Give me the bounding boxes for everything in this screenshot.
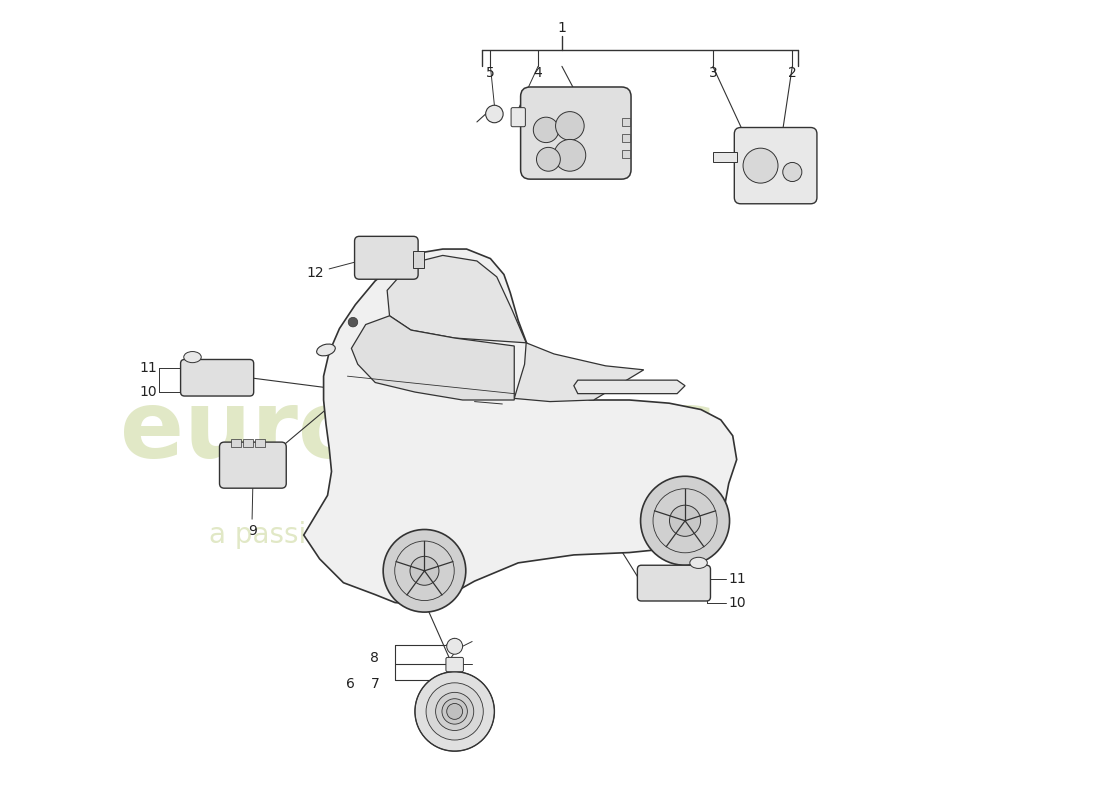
Text: 11: 11 [728,572,747,586]
Circle shape [383,530,465,612]
FancyBboxPatch shape [180,359,254,396]
Circle shape [670,505,701,536]
Text: 8: 8 [371,651,380,665]
Polygon shape [387,255,526,342]
Circle shape [537,147,560,171]
Text: eurospares: eurospares [120,386,717,478]
FancyBboxPatch shape [354,236,418,279]
Circle shape [447,703,463,719]
Polygon shape [351,316,515,400]
Text: 4: 4 [534,66,542,80]
Bar [623,134,630,142]
Text: 11: 11 [139,362,156,375]
Text: 2: 2 [788,66,796,80]
Circle shape [349,318,358,327]
Polygon shape [515,342,644,402]
FancyBboxPatch shape [520,87,631,179]
Circle shape [783,162,802,182]
Bar [255,439,265,447]
Text: 5: 5 [486,66,495,80]
FancyBboxPatch shape [446,658,463,672]
Bar [623,150,630,158]
Ellipse shape [690,558,707,569]
Circle shape [534,117,559,142]
Bar [414,250,425,268]
Circle shape [556,112,584,140]
Circle shape [436,692,474,730]
Text: 7: 7 [371,678,380,691]
Text: 3: 3 [708,66,717,80]
Circle shape [415,672,494,751]
Text: 12: 12 [306,266,323,280]
Circle shape [442,698,468,724]
FancyBboxPatch shape [220,442,286,488]
Ellipse shape [317,344,336,356]
Polygon shape [304,249,737,604]
Text: a passion for parts since 1985: a passion for parts since 1985 [209,521,629,549]
Circle shape [426,683,483,740]
Circle shape [486,106,503,122]
Text: 1: 1 [558,21,566,35]
Bar [231,439,241,447]
Text: 6: 6 [346,678,355,691]
Text: 9: 9 [248,524,256,538]
Text: 10: 10 [139,385,156,399]
Polygon shape [574,380,685,394]
Ellipse shape [184,351,201,362]
FancyBboxPatch shape [512,108,526,126]
Circle shape [744,148,778,183]
FancyBboxPatch shape [735,127,817,204]
Circle shape [640,476,729,566]
Circle shape [554,139,585,171]
Bar [243,439,253,447]
Circle shape [447,638,463,654]
FancyBboxPatch shape [637,566,711,601]
Text: 10: 10 [728,595,747,610]
Bar [623,118,630,126]
Bar [713,152,737,162]
Circle shape [410,556,439,586]
